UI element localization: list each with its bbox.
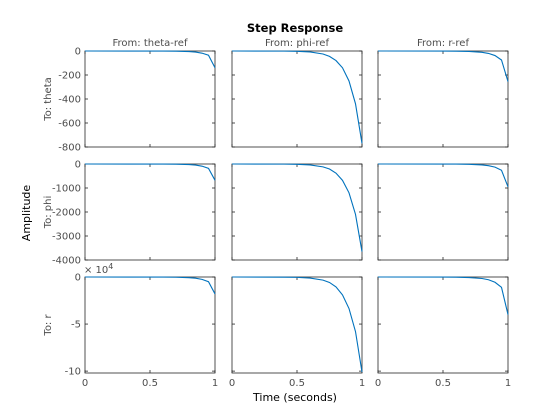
y-tick-label: -200: [58, 71, 81, 82]
response-curve: [231, 50, 363, 144]
x-tick-label: 0.5: [435, 378, 451, 389]
y-tick-label: 0: [75, 47, 81, 58]
y-tick-label: -5: [71, 320, 81, 331]
subplot-axes: [377, 276, 509, 374]
subplot-axes: [377, 50, 509, 148]
subplot-axes: [231, 276, 363, 374]
x-tick-label: 0.5: [142, 378, 158, 389]
y-tick-label: -1000: [52, 184, 81, 195]
response-curve: [84, 276, 216, 295]
subplot-axes: [231, 50, 363, 148]
subplot-axes: [84, 50, 216, 148]
y-tick-label: 0: [75, 160, 81, 171]
subplot-grid: From: theta-ref From: phi-ref From: r-ref T…: [43, 38, 511, 389]
y-axis-label: Amplitude: [20, 185, 33, 242]
chart-title: Step Response: [247, 21, 343, 35]
y-tick-label: -3000: [52, 232, 81, 243]
y-tick-label: -800: [58, 143, 81, 154]
response-curve: [84, 163, 216, 181]
x-tick-label: 0.5: [289, 378, 305, 389]
subplot-axes: [377, 163, 509, 261]
row-label: To: r: [43, 314, 54, 337]
column-title: From: theta-ref: [113, 38, 188, 49]
y-tick-label: 0: [75, 273, 81, 284]
response-curve: [377, 163, 509, 188]
x-tick-label: 1: [359, 378, 365, 389]
response-curve: [231, 276, 363, 373]
row-label: To: theta: [43, 77, 54, 122]
x-tick-label: 1: [212, 378, 218, 389]
x-tick-label: 0: [82, 378, 88, 389]
subplot-axes: [231, 163, 363, 261]
y-tick-label: -600: [58, 119, 81, 130]
subplot-axes: [84, 163, 216, 261]
subplot-axes: [84, 276, 216, 374]
y-exponent-label: × 104: [84, 262, 113, 276]
y-tick-label: -4000: [52, 256, 81, 267]
x-tick-label: 0: [375, 378, 381, 389]
y-tick-label: -400: [58, 95, 81, 106]
response-curve: [84, 50, 216, 69]
x-tick-label: 0: [229, 378, 235, 389]
column-title: From: r-ref: [417, 38, 469, 49]
x-tick-label: 1: [505, 378, 511, 389]
response-curve: [377, 50, 509, 82]
row-label: To: phi: [43, 196, 54, 230]
x-axis-label: Time (seconds): [252, 391, 337, 404]
y-tick-label: -10: [65, 367, 81, 378]
response-curve: [377, 276, 509, 315]
y-tick-label: -2000: [52, 208, 81, 219]
response-curve: [231, 163, 363, 252]
column-title: From: phi-ref: [265, 38, 329, 49]
